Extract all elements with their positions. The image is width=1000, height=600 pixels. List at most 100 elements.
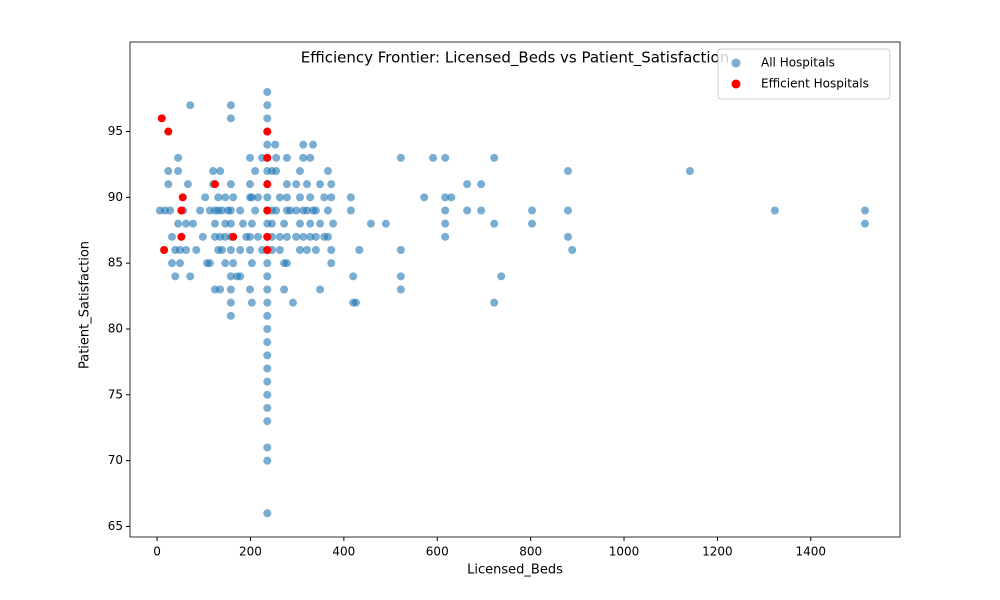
point — [236, 246, 245, 255]
x-tick-label: 200 — [239, 545, 262, 559]
y-tick-label: 75 — [108, 387, 123, 401]
x-tick-label: 800 — [519, 545, 542, 559]
point — [275, 232, 284, 241]
point — [166, 206, 175, 215]
point — [272, 153, 281, 162]
point — [770, 206, 779, 215]
point — [272, 206, 281, 215]
point — [253, 193, 262, 202]
y-tick-label: 85 — [108, 256, 123, 270]
point — [226, 311, 235, 320]
point — [320, 193, 329, 202]
point — [168, 259, 177, 268]
point — [306, 153, 315, 162]
y-tick-label: 95 — [108, 124, 123, 138]
point — [205, 259, 214, 268]
point — [174, 167, 183, 176]
point — [302, 180, 311, 189]
point — [282, 193, 291, 202]
point — [288, 298, 297, 307]
point — [477, 206, 486, 215]
point — [327, 193, 336, 202]
point — [263, 377, 272, 386]
point — [563, 232, 572, 241]
point — [247, 193, 256, 202]
point — [327, 259, 336, 268]
point — [236, 272, 245, 281]
point — [396, 153, 405, 162]
point — [210, 219, 219, 228]
point — [306, 232, 315, 241]
point — [263, 206, 272, 215]
point — [327, 246, 336, 255]
point — [229, 193, 238, 202]
point — [352, 298, 361, 307]
point — [201, 193, 210, 202]
point — [286, 206, 295, 215]
point — [295, 246, 304, 255]
point — [263, 193, 272, 202]
point — [292, 206, 301, 215]
point — [355, 246, 364, 255]
point — [441, 232, 450, 241]
point — [247, 298, 256, 307]
point — [299, 232, 308, 241]
point — [292, 232, 301, 241]
point — [192, 246, 201, 255]
legend-label: Efficient Hospitals — [761, 77, 869, 91]
point — [164, 167, 173, 176]
point — [306, 193, 315, 202]
point — [316, 285, 325, 294]
point — [229, 259, 238, 268]
point — [263, 140, 272, 149]
point — [251, 206, 260, 215]
point — [263, 403, 272, 412]
point — [221, 232, 230, 241]
point — [263, 232, 272, 241]
point — [246, 180, 255, 189]
point — [302, 206, 311, 215]
point — [263, 153, 272, 162]
point — [311, 232, 320, 241]
legend-box — [717, 48, 891, 100]
point — [171, 272, 180, 281]
point — [226, 101, 235, 110]
point — [247, 219, 256, 228]
point — [160, 246, 169, 255]
point — [295, 219, 304, 228]
y-tick-label: 70 — [108, 453, 123, 467]
point — [447, 193, 456, 202]
point — [292, 180, 301, 189]
point — [177, 232, 186, 241]
point — [327, 180, 336, 189]
x-tick-label: 1400 — [796, 545, 827, 559]
point — [316, 219, 325, 228]
point — [282, 259, 291, 268]
point — [463, 206, 472, 215]
point — [182, 219, 191, 228]
x-tick-label: 600 — [426, 545, 449, 559]
point — [420, 193, 429, 202]
point — [441, 206, 450, 215]
point — [214, 193, 223, 202]
point — [226, 285, 235, 294]
point — [174, 153, 183, 162]
point — [221, 219, 230, 228]
point — [178, 193, 187, 202]
point — [299, 153, 308, 162]
point — [329, 219, 338, 228]
point — [189, 219, 198, 228]
point — [263, 311, 272, 320]
point — [323, 206, 332, 215]
point — [685, 167, 694, 176]
point — [157, 114, 166, 123]
point — [246, 232, 255, 241]
point — [477, 180, 486, 189]
point — [229, 232, 238, 241]
point — [247, 259, 256, 268]
point — [186, 101, 195, 110]
point — [226, 219, 235, 228]
point — [177, 206, 186, 215]
point — [275, 246, 284, 255]
series — [157, 114, 272, 255]
